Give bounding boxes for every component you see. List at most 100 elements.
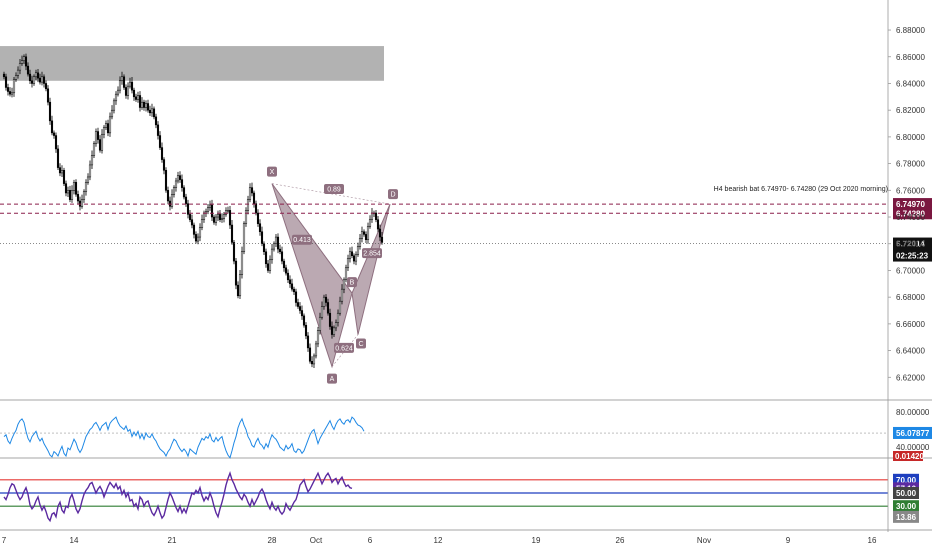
candle-body <box>70 190 74 200</box>
level-tag: 6.74280 <box>896 209 925 218</box>
pattern-point-badge <box>356 338 366 349</box>
candle-body <box>182 187 186 198</box>
candle-body <box>142 101 146 108</box>
candle-body <box>24 56 28 67</box>
rsi-value-tag-bg <box>893 426 932 439</box>
candle-body <box>66 190 70 194</box>
osc-tag: 70.00 <box>896 476 917 485</box>
candle-body <box>278 248 282 253</box>
candle-body <box>82 191 86 200</box>
candle-body <box>36 72 40 79</box>
price-tick-label: 6.84000 <box>896 79 925 88</box>
price-tick-label: 6.74000 <box>896 213 925 222</box>
candle-body <box>222 214 226 219</box>
rsi-tick-label: 80.00000 <box>896 408 930 417</box>
time-tick-label: 16 <box>868 536 877 545</box>
candle-body <box>158 135 162 148</box>
pattern-ratio-label: 0.413 <box>293 237 311 244</box>
candle-body <box>238 274 242 297</box>
price-tick-label: 6.64000 <box>896 347 925 356</box>
osc-line <box>3 471 353 523</box>
candle-body <box>268 259 272 271</box>
candle-body <box>150 108 154 114</box>
osc-tag: 13.86 <box>896 513 917 522</box>
candle-body <box>332 327 336 335</box>
candle-body <box>226 210 230 212</box>
candle-body <box>98 139 102 151</box>
candle-body <box>64 183 68 194</box>
pattern-ratio-badge <box>292 234 312 245</box>
candle-body <box>270 248 274 261</box>
candle-body <box>190 219 194 226</box>
candle-body <box>166 190 170 202</box>
time-tick-label: Nov <box>697 536 711 545</box>
candle-body <box>52 132 56 136</box>
candle-body <box>134 96 138 100</box>
candle-body <box>18 63 22 71</box>
level-tag: 6.74970 <box>896 200 925 209</box>
osc-tag: 30.00 <box>896 502 917 511</box>
candle-body <box>376 219 380 230</box>
candle-body <box>38 77 42 83</box>
pattern-ratio-badge <box>324 183 344 194</box>
candle-body <box>364 234 368 240</box>
candle-body <box>84 182 88 192</box>
price-tick-label: 6.86000 <box>896 53 925 62</box>
candle-body <box>280 251 284 262</box>
candle-body <box>288 279 292 285</box>
time-tick-label: 28 <box>268 536 277 545</box>
pattern-point-label: C <box>358 341 363 348</box>
candle-body <box>296 302 300 307</box>
candle-body <box>156 124 160 136</box>
last-price-tag-bg <box>893 237 932 262</box>
candle-body <box>210 204 214 218</box>
pattern-point-badge <box>347 277 357 288</box>
candle-body <box>326 302 330 314</box>
candle-body <box>324 296 328 303</box>
candle-body <box>124 87 128 96</box>
candle-body <box>32 76 36 84</box>
time-tick-label: 19 <box>532 536 541 545</box>
osc-tag-bg <box>893 500 919 513</box>
candle-body <box>206 207 210 212</box>
candle-body <box>276 236 280 250</box>
candle-body <box>316 330 320 345</box>
candle-body <box>2 73 6 78</box>
candle-body <box>108 116 112 134</box>
candle-body <box>50 120 54 134</box>
osc-sub-tag-bg <box>893 451 923 461</box>
pattern-point-label: X <box>270 169 275 176</box>
candle-body <box>58 167 62 174</box>
pattern-xab-triangle <box>271 183 353 369</box>
pattern-ratio-label: 0.624 <box>335 345 353 352</box>
candle-body <box>282 260 286 269</box>
pattern-annotation: H4 bearish bat 6.74970- 6.74280 (29 Oct … <box>714 186 888 193</box>
candle-body <box>80 199 84 207</box>
candle-body <box>322 296 326 307</box>
candle-body <box>230 224 234 243</box>
price-tick-label: 6.66000 <box>896 320 925 329</box>
time-tick-label: 14 <box>70 536 79 545</box>
time-axis: 7 14 21 28 Oct 6 12 19 26 Nov 9 16 <box>2 536 877 545</box>
candle-body <box>240 251 244 275</box>
last-price-tag: 6.72014 <box>896 240 925 249</box>
candle-body <box>90 155 94 166</box>
candle-body <box>212 216 216 223</box>
candle-body <box>96 131 100 140</box>
candle-body <box>246 199 250 211</box>
candle-body <box>102 127 106 135</box>
candle-body <box>198 227 202 238</box>
candle-body <box>126 85 130 96</box>
candle-body <box>368 219 372 227</box>
time-tick-label: 9 <box>786 536 791 545</box>
candle-body <box>88 164 92 178</box>
candle-body <box>224 210 228 215</box>
candle-body <box>40 76 44 83</box>
candle-body <box>264 251 268 265</box>
candle-body <box>22 56 26 62</box>
candle-body <box>228 210 232 226</box>
candle-body <box>92 143 96 156</box>
